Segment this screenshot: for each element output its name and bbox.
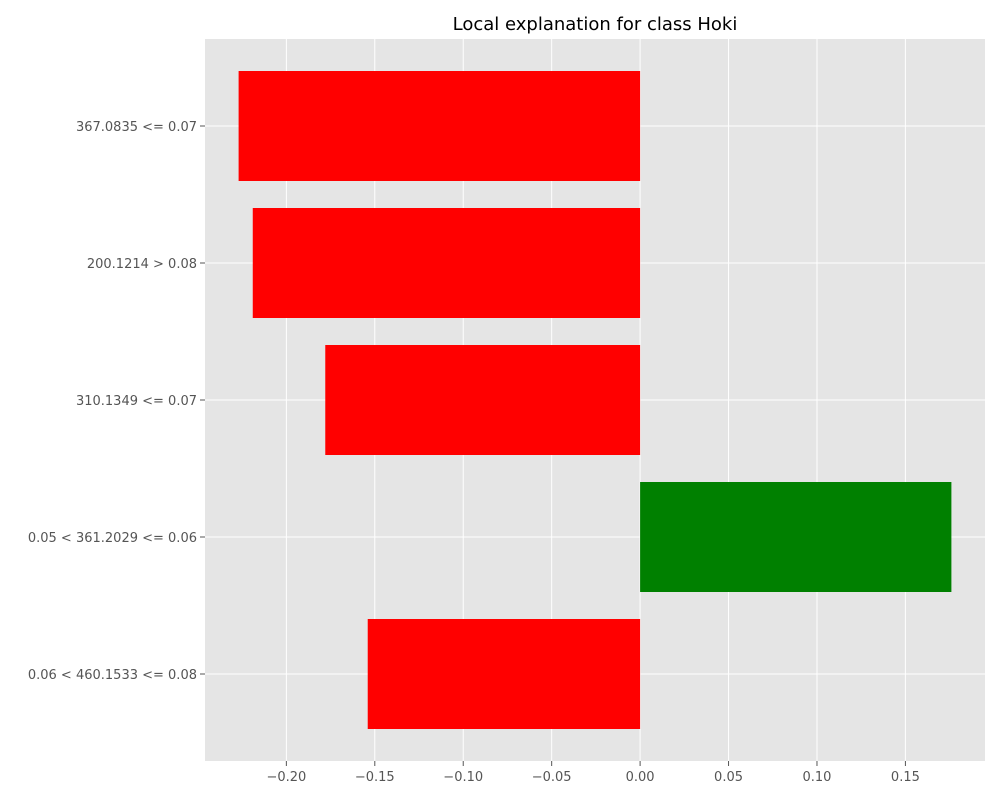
bar [367,619,641,729]
bar [640,482,952,592]
bar [252,208,641,318]
x-tick-label: 0.00 [626,770,655,785]
chart-title: Local explanation for class Hoki [453,14,738,35]
bar [238,71,641,181]
y-axis-ticks: 367.0835 <= 0.07 200.1214 > 0.08 310.1349 … [28,120,205,683]
x-tick-label: −0.05 [532,770,572,785]
y-tick-label: 0.05 < 361.2029 <= 0.06 [28,531,197,546]
x-tick-label: −0.10 [443,770,483,785]
y-tick-label: 200.1214 > 0.08 [87,257,197,272]
x-tick-label: 0.15 [891,770,920,785]
x-tick-label: −0.15 [355,770,395,785]
x-tick-label: 0.05 [714,770,743,785]
y-tick-label: 0.06 < 460.1533 <= 0.08 [28,668,197,683]
x-axis-ticks: −0.20 −0.15 −0.10 −0.05 0.00 0.05 0.10 0.15 [266,761,920,785]
x-tick-label: −0.20 [266,770,306,785]
bar [325,345,641,455]
bars [238,71,952,729]
y-tick-label: 310.1349 <= 0.07 [76,394,197,409]
x-tick-label: 0.10 [802,770,831,785]
y-tick-label: 367.0835 <= 0.07 [76,120,197,135]
